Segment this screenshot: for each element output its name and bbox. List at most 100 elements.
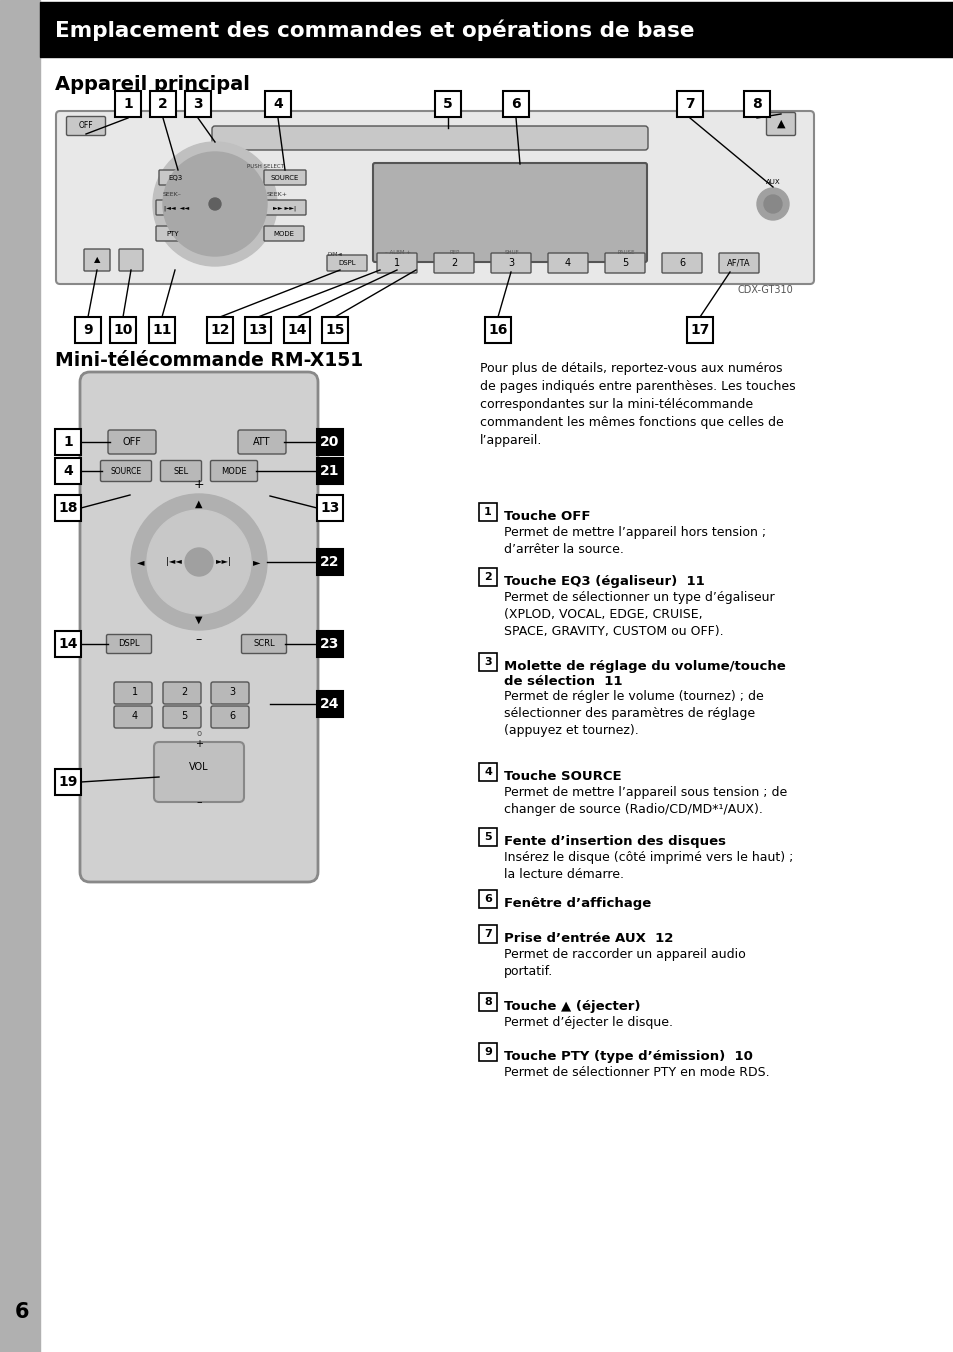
Text: PTY: PTY (167, 231, 179, 237)
Text: MODE: MODE (221, 466, 247, 476)
Text: SHUF: SHUF (504, 250, 518, 254)
Text: Permet de mettre l’appareil sous tension ; de
changer de source (Radio/CD/MD*¹/A: Permet de mettre l’appareil sous tension… (503, 786, 786, 817)
Text: 4: 4 (483, 767, 492, 777)
Text: VOL: VOL (189, 763, 209, 772)
Text: 12: 12 (210, 323, 230, 337)
Text: Permet de mettre l’appareil hors tension ;
d’arrêter la source.: Permet de mettre l’appareil hors tension… (503, 526, 765, 556)
Bar (207, 316, 233, 343)
Text: MODE: MODE (274, 231, 294, 237)
Text: ▲: ▲ (776, 119, 784, 128)
Text: 5: 5 (621, 258, 627, 268)
Text: o: o (196, 730, 201, 738)
Text: SEEK–: SEEK– (163, 192, 182, 197)
Text: 16: 16 (488, 323, 507, 337)
Bar (686, 316, 712, 343)
Text: 2: 2 (451, 258, 456, 268)
Circle shape (763, 195, 781, 214)
FancyBboxPatch shape (327, 256, 367, 270)
Text: 6: 6 (14, 1302, 30, 1322)
Circle shape (185, 548, 213, 576)
FancyBboxPatch shape (156, 200, 198, 215)
FancyBboxPatch shape (113, 706, 152, 727)
FancyBboxPatch shape (434, 253, 474, 273)
Text: Touche SOURCE: Touche SOURCE (503, 771, 621, 783)
Bar (478, 827, 497, 846)
FancyBboxPatch shape (241, 634, 286, 653)
Text: ▲: ▲ (195, 499, 203, 508)
Bar (743, 91, 769, 118)
Bar (316, 429, 343, 456)
Bar (484, 316, 511, 343)
Bar (316, 631, 343, 657)
Bar (265, 91, 291, 118)
FancyBboxPatch shape (156, 226, 190, 241)
FancyBboxPatch shape (163, 706, 201, 727)
Circle shape (147, 510, 251, 614)
Text: Permet de raccorder un appareil audio
portatif.: Permet de raccorder un appareil audio po… (503, 948, 745, 977)
Bar (478, 992, 497, 1011)
Bar (245, 316, 271, 343)
Text: Permet de sélectionner PTY en mode RDS.: Permet de sélectionner PTY en mode RDS. (503, 1065, 769, 1079)
Text: ◄: ◄ (137, 557, 145, 566)
Circle shape (209, 197, 221, 210)
Text: 15: 15 (325, 323, 344, 337)
Text: DSPL: DSPL (337, 260, 355, 266)
Text: Insérez le disque (côté imprimé vers le haut) ;
la lecture démarre.: Insérez le disque (côté imprimé vers le … (503, 850, 793, 882)
Text: REP: REP (450, 250, 459, 254)
Circle shape (152, 142, 276, 266)
Text: 7: 7 (483, 929, 492, 940)
Text: Permet de régler le volume (tournez) ; de
sélectionner des paramètres de réglage: Permet de régler le volume (tournez) ; d… (503, 690, 763, 737)
FancyBboxPatch shape (264, 200, 306, 215)
Text: Touche EQ3 (égaliseur)  11: Touche EQ3 (égaliseur) 11 (503, 575, 704, 588)
Text: Fente d’insertion des disques: Fente d’insertion des disques (503, 836, 725, 848)
Bar (478, 890, 497, 909)
Bar (55, 631, 81, 657)
Text: 6: 6 (679, 258, 684, 268)
Text: 3: 3 (229, 687, 234, 698)
Bar (316, 549, 343, 575)
Text: Touche ▲ (éjecter): Touche ▲ (éjecter) (503, 1000, 639, 1013)
FancyBboxPatch shape (113, 681, 152, 704)
FancyBboxPatch shape (237, 430, 286, 454)
Text: CDX-GT310: CDX-GT310 (737, 285, 792, 295)
FancyBboxPatch shape (211, 706, 249, 727)
Text: 18: 18 (58, 502, 77, 515)
Text: 22: 22 (320, 556, 339, 569)
Text: 1: 1 (483, 507, 492, 516)
Text: 13: 13 (248, 323, 268, 337)
FancyBboxPatch shape (67, 116, 106, 135)
Text: PUSH SELECT: PUSH SELECT (247, 165, 284, 169)
FancyBboxPatch shape (159, 170, 193, 185)
FancyBboxPatch shape (100, 461, 152, 481)
FancyBboxPatch shape (153, 742, 244, 802)
Bar (478, 568, 497, 585)
Text: Touche OFF: Touche OFF (503, 510, 590, 523)
Bar (110, 316, 136, 343)
Bar (677, 91, 702, 118)
Bar (284, 316, 310, 343)
Text: 4: 4 (63, 464, 72, 479)
FancyBboxPatch shape (765, 112, 795, 135)
Text: PAUSE: PAUSE (617, 250, 634, 254)
Text: SOURCE: SOURCE (111, 466, 141, 476)
Text: 17: 17 (690, 323, 709, 337)
FancyBboxPatch shape (56, 111, 813, 284)
Text: Appareil principal: Appareil principal (55, 74, 250, 93)
Text: –: – (195, 634, 202, 646)
Text: DIM◄: DIM◄ (328, 251, 342, 257)
Text: 5: 5 (484, 831, 492, 842)
Text: SEL: SEL (173, 466, 189, 476)
Text: 4: 4 (132, 711, 138, 721)
FancyBboxPatch shape (119, 249, 143, 270)
Text: 2: 2 (181, 687, 187, 698)
FancyBboxPatch shape (264, 226, 304, 241)
Circle shape (131, 493, 267, 630)
Text: |◄◄  ◄◄: |◄◄ ◄◄ (164, 206, 190, 211)
FancyBboxPatch shape (211, 681, 249, 704)
Text: 23: 23 (320, 637, 339, 652)
Text: 1: 1 (63, 435, 72, 449)
FancyBboxPatch shape (373, 164, 646, 262)
Bar (316, 495, 343, 521)
Text: 21: 21 (320, 464, 339, 479)
Text: AUX: AUX (765, 178, 780, 185)
